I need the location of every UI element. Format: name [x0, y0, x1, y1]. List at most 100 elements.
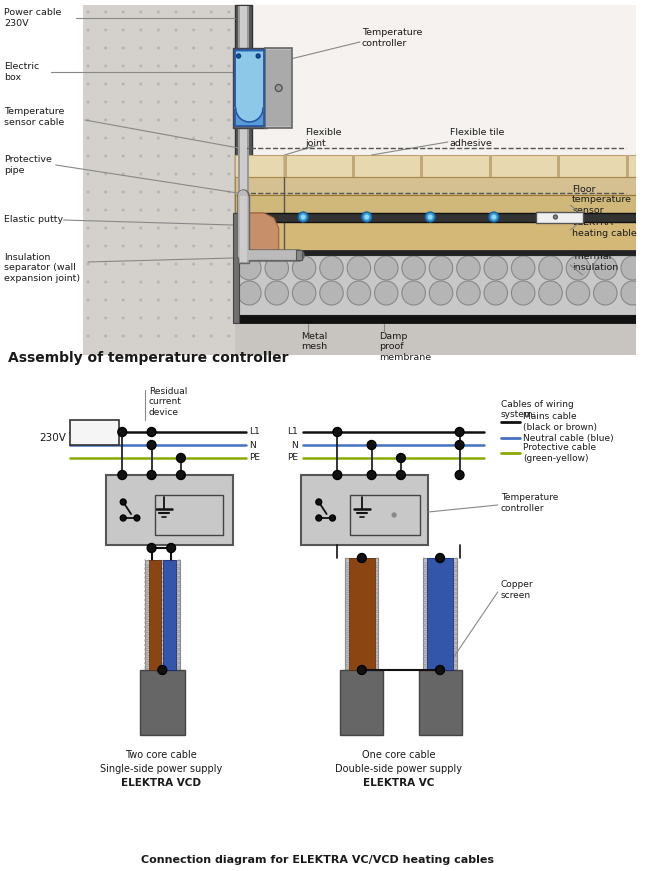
Text: Cables of wiring
system:: Cables of wiring system: — [500, 400, 573, 420]
Circle shape — [396, 470, 406, 480]
Bar — [349, 558, 374, 670]
Circle shape — [139, 29, 142, 31]
Circle shape — [210, 100, 213, 104]
Circle shape — [358, 665, 366, 674]
Circle shape — [139, 137, 142, 139]
Bar — [235, 177, 636, 195]
Circle shape — [333, 470, 342, 480]
Bar — [155, 495, 223, 535]
Circle shape — [122, 118, 125, 121]
Circle shape — [175, 137, 177, 139]
Text: ELEKTRA
heating cable: ELEKTRA heating cable — [572, 219, 637, 238]
Circle shape — [367, 441, 376, 449]
Bar — [235, 155, 636, 355]
Circle shape — [316, 499, 322, 505]
Circle shape — [539, 256, 562, 280]
Circle shape — [157, 154, 160, 158]
Circle shape — [566, 281, 590, 305]
Circle shape — [364, 214, 369, 219]
Text: Floor
temperature
sensor: Floor temperature sensor — [572, 186, 632, 215]
Circle shape — [192, 208, 195, 212]
Circle shape — [210, 299, 213, 301]
Circle shape — [175, 46, 177, 50]
Circle shape — [104, 10, 107, 13]
Circle shape — [192, 334, 195, 337]
Circle shape — [86, 172, 90, 175]
Text: One core cable: One core cable — [362, 750, 436, 760]
Circle shape — [139, 64, 142, 67]
Circle shape — [104, 280, 107, 283]
Circle shape — [104, 100, 107, 104]
Circle shape — [192, 154, 195, 158]
Circle shape — [301, 214, 305, 219]
Circle shape — [539, 281, 562, 305]
Bar — [233, 48, 267, 128]
Circle shape — [86, 100, 90, 104]
Text: Mains cable
(black or brown): Mains cable (black or brown) — [523, 412, 597, 432]
Bar — [235, 323, 636, 355]
Circle shape — [227, 64, 230, 67]
Circle shape — [210, 29, 213, 31]
Circle shape — [139, 316, 142, 320]
Circle shape — [593, 281, 617, 305]
Circle shape — [256, 54, 260, 58]
Circle shape — [147, 470, 156, 480]
Circle shape — [457, 256, 480, 280]
Circle shape — [86, 245, 90, 247]
Circle shape — [158, 665, 167, 674]
Text: Damp
proof
membrane: Damp proof membrane — [380, 332, 432, 361]
Circle shape — [86, 46, 90, 50]
Circle shape — [157, 29, 160, 31]
Bar — [421, 155, 423, 177]
Circle shape — [120, 515, 126, 521]
Circle shape — [175, 191, 177, 193]
Circle shape — [489, 212, 499, 222]
Circle shape — [122, 172, 125, 175]
Circle shape — [621, 281, 644, 305]
Circle shape — [157, 118, 160, 121]
Text: N: N — [250, 441, 256, 449]
Bar — [283, 155, 287, 177]
Polygon shape — [235, 108, 264, 122]
Circle shape — [86, 191, 90, 193]
Circle shape — [227, 245, 230, 247]
Text: PE: PE — [287, 454, 298, 463]
Circle shape — [238, 256, 261, 280]
Circle shape — [86, 316, 90, 320]
Bar — [240, 6, 248, 217]
Circle shape — [175, 280, 177, 283]
Circle shape — [139, 118, 142, 121]
Circle shape — [457, 281, 480, 305]
Circle shape — [265, 256, 289, 280]
Bar — [301, 475, 428, 545]
Text: Elastic putty: Elastic putty — [4, 215, 63, 225]
Circle shape — [367, 470, 376, 480]
Circle shape — [484, 256, 508, 280]
Circle shape — [122, 83, 125, 85]
Bar — [235, 222, 636, 250]
Text: Single-side power supply: Single-side power supply — [100, 764, 222, 774]
Circle shape — [210, 154, 213, 158]
Text: ΔI: ΔI — [89, 426, 101, 438]
Circle shape — [147, 441, 156, 449]
Circle shape — [402, 256, 425, 280]
Circle shape — [330, 515, 335, 521]
Bar — [427, 558, 453, 670]
Circle shape — [157, 299, 160, 301]
Circle shape — [122, 46, 125, 50]
Bar — [489, 155, 492, 177]
Circle shape — [157, 64, 160, 67]
Bar — [145, 560, 180, 670]
Text: Temperature
controller: Temperature controller — [500, 493, 558, 513]
Circle shape — [192, 191, 195, 193]
Circle shape — [104, 154, 107, 158]
Bar — [235, 205, 636, 355]
Circle shape — [227, 334, 230, 337]
Text: Flexible tile
adhesive: Flexible tile adhesive — [450, 128, 504, 148]
Circle shape — [157, 137, 160, 139]
Circle shape — [157, 208, 160, 212]
Polygon shape — [83, 5, 250, 355]
Circle shape — [192, 64, 195, 67]
Circle shape — [347, 281, 370, 305]
Circle shape — [175, 154, 177, 158]
